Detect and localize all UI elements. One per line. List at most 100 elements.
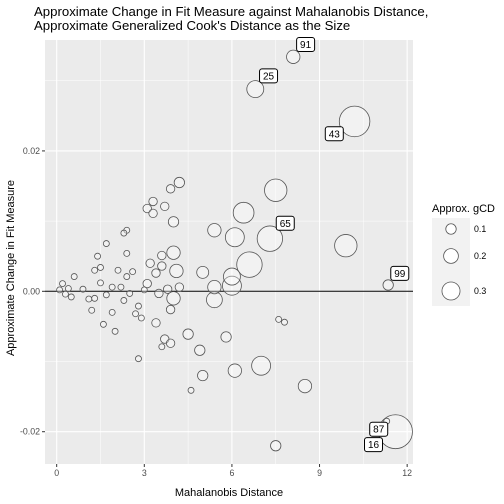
data-point [117, 283, 125, 291]
data-point [123, 273, 131, 280]
point-label: 25 [259, 68, 279, 84]
data-point [182, 328, 194, 340]
data-point [222, 275, 242, 296]
point-label-box [275, 215, 295, 231]
data-point [137, 314, 145, 322]
data-point [135, 302, 142, 310]
point-label-text: 87 [373, 425, 385, 436]
data-point [88, 306, 96, 314]
point-label-box [259, 68, 279, 84]
data-point [120, 229, 128, 237]
data-point [286, 49, 301, 64]
point-label: 16 [364, 437, 384, 453]
data-point [132, 310, 139, 318]
data-point [163, 284, 173, 294]
data-point [197, 369, 209, 382]
data-point [160, 201, 170, 212]
data-point [275, 315, 283, 323]
point-label-text: 65 [280, 219, 292, 230]
data-point [151, 268, 161, 278]
point-label-text: 43 [329, 129, 341, 140]
data-point [157, 250, 167, 261]
data-point [166, 245, 181, 260]
y-tick-label: 0.02 [23, 146, 40, 156]
data-points [56, 49, 413, 452]
point-label: 99 [390, 265, 410, 281]
data-point [194, 344, 206, 356]
data-point [97, 264, 104, 271]
point-label-text: 99 [394, 269, 406, 280]
data-point [59, 280, 66, 287]
data-point [64, 285, 72, 292]
data-point [334, 234, 358, 258]
data-point [157, 261, 167, 271]
point-label: 87 [369, 421, 389, 437]
data-point [246, 80, 265, 99]
data-point [158, 343, 166, 351]
data-point [145, 258, 155, 268]
data-point [142, 278, 152, 289]
point-labels: 91 25 43 16 87 99 65 [259, 36, 410, 453]
legend-key-label: 0.2 [474, 251, 486, 261]
legend-key-circle [443, 248, 459, 264]
data-point [251, 355, 272, 376]
data-point [151, 318, 161, 328]
data-point [223, 267, 241, 286]
data-point [207, 279, 222, 295]
data-point [196, 265, 210, 279]
data-point [111, 327, 119, 335]
x-tick-label: 3 [142, 468, 147, 478]
data-point [382, 279, 394, 291]
data-point [120, 297, 128, 304]
data-point [70, 273, 78, 280]
y-tick-label: -0.02 [20, 427, 40, 437]
data-point [123, 250, 131, 257]
data-point [129, 268, 137, 276]
x-axis-ticks: 0 3 6 9 12 [54, 464, 412, 478]
data-point [256, 225, 284, 252]
data-point [174, 282, 184, 292]
data-point [220, 331, 232, 343]
point-label: 43 [324, 126, 344, 142]
point-label-box [324, 126, 344, 142]
data-point [114, 266, 122, 274]
data-point [281, 318, 288, 326]
plot-panel [45, 40, 413, 464]
data-point [270, 440, 282, 452]
data-point [91, 266, 99, 274]
data-point [100, 320, 107, 328]
data-point [207, 223, 222, 238]
point-label-box [390, 265, 410, 281]
data-point [108, 283, 116, 291]
point-label-box [296, 36, 316, 52]
data-point [227, 363, 242, 378]
data-point [62, 290, 69, 298]
data-point [135, 355, 142, 363]
data-point [85, 295, 93, 303]
data-point [173, 176, 185, 189]
minor-gridlines [45, 40, 413, 464]
data-point [67, 293, 75, 301]
data-point [169, 263, 184, 279]
point-label-text: 25 [263, 71, 275, 82]
chart-title-line-1: Approximate Change in Fit Measure agains… [34, 4, 428, 19]
chart-title-line-2: Approximate Generalized Cook's Distance … [34, 18, 350, 33]
x-tick-label: 6 [229, 468, 234, 478]
point-label: 65 [275, 215, 295, 231]
data-point [165, 184, 176, 194]
data-point [102, 291, 110, 299]
data-point [187, 386, 195, 394]
legend-key-label: 0.1 [474, 224, 486, 234]
data-point [91, 294, 99, 302]
data-point [102, 240, 110, 247]
data-point [206, 291, 223, 309]
point-label-box [369, 421, 389, 437]
legend-title: Approx. gCD [432, 203, 495, 215]
data-point [108, 308, 116, 316]
data-point [126, 290, 134, 297]
data-point [167, 216, 180, 228]
x-tick-label: 0 [54, 468, 59, 478]
data-point [142, 203, 152, 214]
data-point [232, 201, 255, 224]
